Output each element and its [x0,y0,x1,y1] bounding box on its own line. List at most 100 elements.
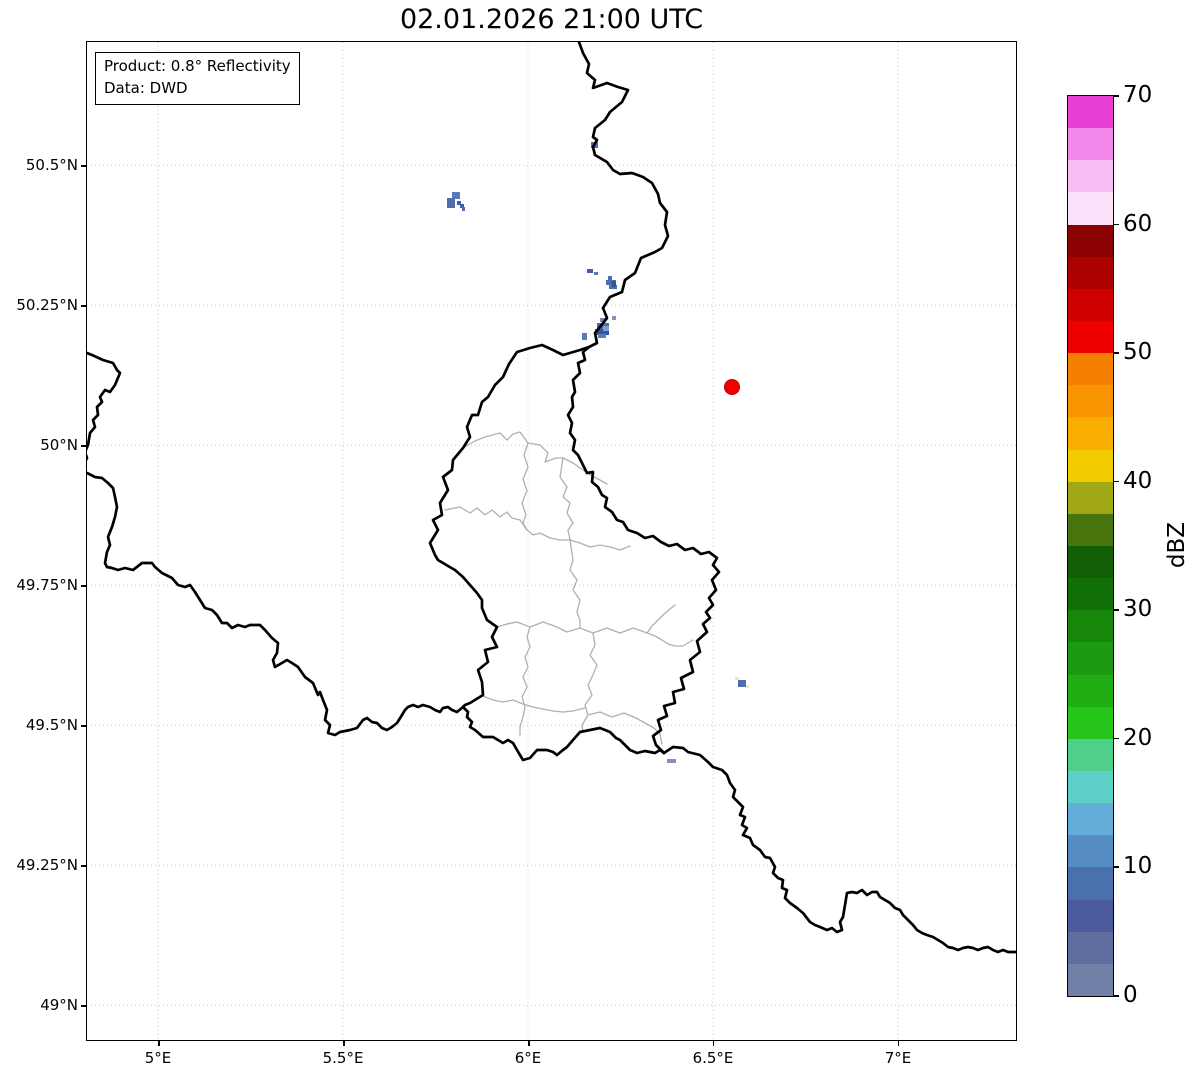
x-axis-tick-label: 7°E [884,1049,912,1067]
y-axis-tick-label: 49.5°N [25,716,78,735]
radar-echo-pixel [746,685,749,688]
country-border-line [428,343,591,709]
x-axis-tickmark [712,1041,715,1046]
admin-border-line [646,604,676,634]
y-axis-tickmark [81,725,86,727]
y-axis-tickmark [81,305,86,307]
y-axis-tick-label: 49.75°N [16,576,78,595]
colorbar-band [1068,288,1113,321]
colorbar-band [1068,353,1113,386]
colorbar-band [1068,449,1113,482]
colorbar-tickmark [1113,352,1119,354]
colorbar-tick-label: 60 [1123,210,1153,237]
colorbar-band [1068,160,1113,193]
colorbar-band [1068,385,1113,418]
colorbar-band [1068,963,1113,996]
country-border-line [577,42,670,349]
y-axis-tick-label: 50.5°N [25,156,78,175]
radar-echo-pixel [447,198,455,208]
colorbar-tick-label: 40 [1123,467,1153,494]
x-axis-tickmark [528,1041,530,1046]
radar-echo-pixel [738,680,746,687]
colorbar-band [1068,642,1113,675]
radar-echo-pixel [595,329,609,335]
colorbar-band [1068,513,1113,546]
colorbar-tick-label: 30 [1123,596,1153,623]
y-axis-tick-label: 49.25°N [16,856,78,875]
colorbar-band [1068,481,1113,514]
colorbar-unit-label: dBZ [1164,521,1190,569]
radar-echo-pixel [587,269,593,273]
colorbar-band [1068,674,1113,707]
radar-echo-pixel [612,281,616,287]
colorbar-band [1068,545,1113,579]
colorbar-tick-label: 50 [1123,339,1153,366]
figure-title: 02.01.2026 21:00 UTC [399,4,704,35]
colorbar-band [1068,192,1113,225]
y-axis-tick-label: 50.25°N [16,296,78,315]
country-border-line [662,745,1016,954]
product-info-line: Product: 0.8° Reflectivity [104,57,291,75]
radar-echo-pixel [603,326,609,331]
radar-echo-pixel [667,759,676,763]
radar-echo-pixel [462,207,465,211]
colorbar-band [1068,610,1113,643]
radar-site-marker [724,379,740,395]
y-axis-tick-label: 49°N [40,996,78,1015]
colorbar-band [1068,803,1113,836]
colorbar-tick-label: 20 [1123,724,1153,751]
admin-border-line [569,539,581,629]
country-border-line [87,471,465,737]
colorbar-tick-label: 0 [1123,982,1138,1008]
colorbar-tickmark [1113,866,1119,868]
colorbar-band [1068,128,1113,161]
y-axis-tickmark [81,445,86,447]
admin-border-line [482,695,586,713]
radar-echo-pixel [594,272,598,275]
admin-border-line [521,442,529,531]
colorbar-tickmark [1113,609,1119,611]
admin-border-line [581,632,598,733]
radar-echo-pixel [612,316,616,320]
radar-echo-pixel [457,201,461,205]
y-axis-tickmark [81,165,86,167]
colorbar-band [1068,899,1113,932]
radar-echo-pixel [598,334,606,338]
map-canvas [87,42,1016,1040]
colorbar-band [1068,320,1113,354]
colorbar-tickmark [1113,995,1119,997]
x-axis-tickmark [158,1041,160,1046]
colorbar-tick-label: 70 [1123,82,1153,108]
x-axis-tick-label: 5°E [144,1049,172,1067]
radar-echo-pixel [452,192,460,199]
y-axis-tickmark [81,865,86,867]
colorbar [1067,95,1114,997]
colorbar-tickmark [1113,480,1119,483]
x-axis-tick-label: 6.5°E [692,1049,734,1067]
colorbar-band [1068,224,1113,257]
colorbar-tickmark [1113,95,1119,97]
radar-echo-pixel [600,318,605,322]
radar-echo-pixel [735,677,739,680]
colorbar-tick-label: 10 [1123,853,1153,880]
y-axis-tick-label: 50°N [40,436,78,455]
colorbar-band [1068,931,1113,964]
colorbar-band [1068,770,1113,804]
admin-border-line [519,626,531,736]
product-info-box: Product: 0.8° Reflectivity Data: DWD [95,52,300,105]
y-axis-tickmark [81,1005,86,1007]
radar-echo-pixel [582,333,587,340]
country-border-line [566,345,721,755]
colorbar-tickmark [1113,223,1119,226]
radar-echo-pixel [460,204,464,208]
data-source-line: Data: DWD [104,78,188,97]
colorbar-band [1068,417,1113,450]
x-axis-tickmark [343,1041,345,1046]
x-axis-tick-label: 6°E [514,1049,542,1067]
colorbar-band [1068,738,1113,771]
map-plot-area [86,41,1017,1041]
admin-border-line [559,457,574,541]
country-border-line [461,705,666,762]
colorbar-band [1068,256,1113,289]
admin-border-line [444,506,631,551]
